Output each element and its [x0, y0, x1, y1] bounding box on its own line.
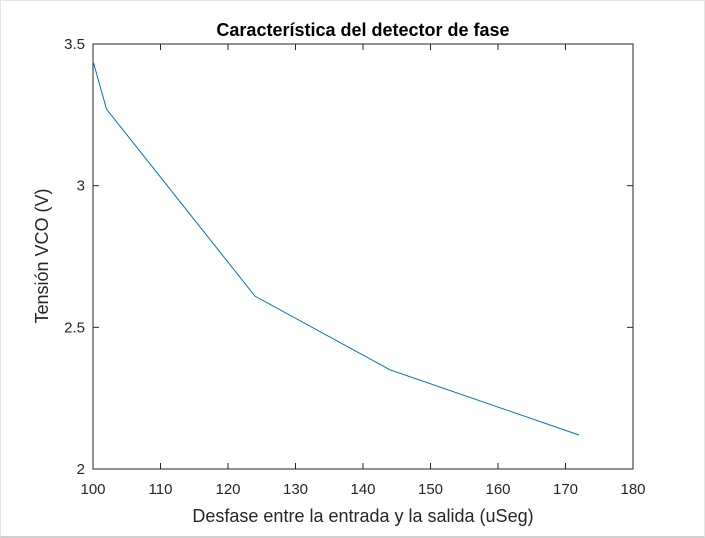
- y-tick-label: 2.5: [64, 319, 85, 336]
- x-tick-label: 160: [485, 481, 510, 498]
- x-tick-label: 170: [553, 481, 578, 498]
- chart-title: Característica del detector de fase: [216, 20, 509, 40]
- x-tick-label: 130: [283, 481, 308, 498]
- plot-area: [93, 44, 633, 469]
- x-tick-label: 100: [80, 481, 105, 498]
- y-tick-label: 2: [77, 461, 85, 478]
- x-tick-label: 140: [350, 481, 375, 498]
- x-tick-label: 180: [620, 481, 645, 498]
- x-tick-label: 150: [418, 481, 443, 498]
- x-axis-label: Desfase entre la entrada y la salida (uS…: [192, 506, 533, 526]
- y-tick-label: 3.5: [64, 36, 85, 53]
- y-tick-label: 3: [77, 178, 85, 195]
- x-tick-label: 110: [149, 481, 173, 498]
- y-axis-label: Tensión VCO (V): [32, 188, 52, 323]
- x-tick-label: 120: [215, 481, 240, 498]
